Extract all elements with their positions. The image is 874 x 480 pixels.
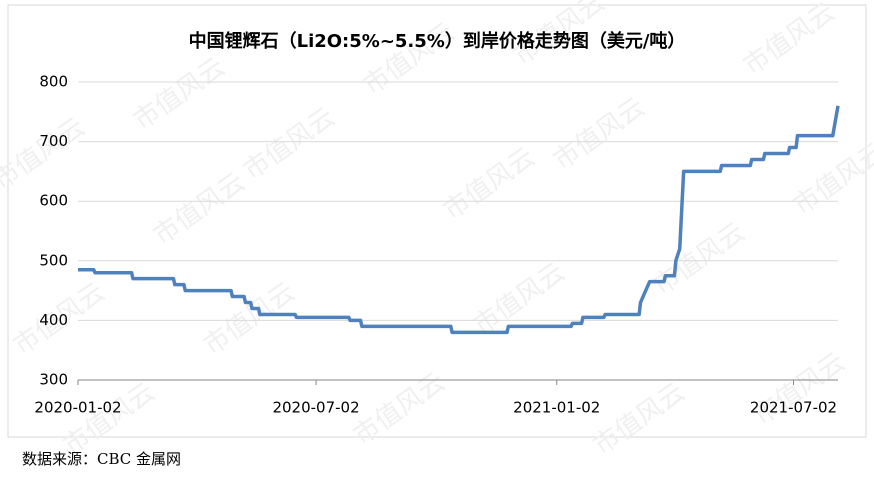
y-tick-label: 300 [39,371,68,389]
x-tick-label: 2020-07-02 [272,399,359,417]
chart-frame [7,4,867,438]
x-tick-label: 2021-07-02 [750,399,837,417]
chart-title: 中国锂辉石（Li2O:5%~5.5%）到岸价格走势图（美元/吨） [189,30,686,52]
source-note: 数据来源：CBC 金属网 [22,450,181,468]
x-tick-label: 2020-01-02 [34,399,121,417]
y-tick-label: 700 [39,132,68,150]
y-tick-label: 400 [39,311,68,329]
x-tick-label: 2021-01-02 [513,399,600,417]
y-tick-label: 500 [39,251,68,269]
y-tick-label: 800 [39,73,68,91]
data-line [78,105,840,335]
y-tick-label: 600 [39,192,68,210]
